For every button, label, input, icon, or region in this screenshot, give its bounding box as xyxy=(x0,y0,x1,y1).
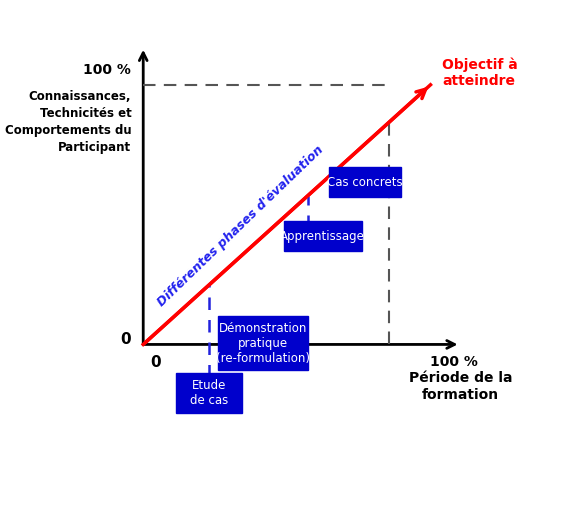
Text: Objectif à
atteindre: Objectif à atteindre xyxy=(442,58,518,88)
FancyBboxPatch shape xyxy=(329,167,401,197)
Text: Démonstration
pratique
(re-formulation): Démonstration pratique (re-formulation) xyxy=(216,322,310,364)
Text: 0: 0 xyxy=(121,332,131,347)
Text: 100 %: 100 % xyxy=(83,63,131,77)
Text: Différentes phases d'évaluation: Différentes phases d'évaluation xyxy=(155,143,326,309)
Text: 100 %: 100 % xyxy=(430,356,479,369)
Text: Etude
de cas: Etude de cas xyxy=(190,379,228,407)
FancyBboxPatch shape xyxy=(218,316,308,370)
Text: Connaissances,
Technicités et
Comportements du
Participant: Connaissances, Technicités et Comporteme… xyxy=(5,90,131,154)
FancyBboxPatch shape xyxy=(176,373,242,414)
Text: Apprentissage: Apprentissage xyxy=(280,230,365,243)
Text: 0: 0 xyxy=(150,356,160,370)
FancyBboxPatch shape xyxy=(284,222,361,251)
Text: Cas concrets: Cas concrets xyxy=(327,175,402,189)
Text: Période de la
formation: Période de la formation xyxy=(409,372,512,402)
